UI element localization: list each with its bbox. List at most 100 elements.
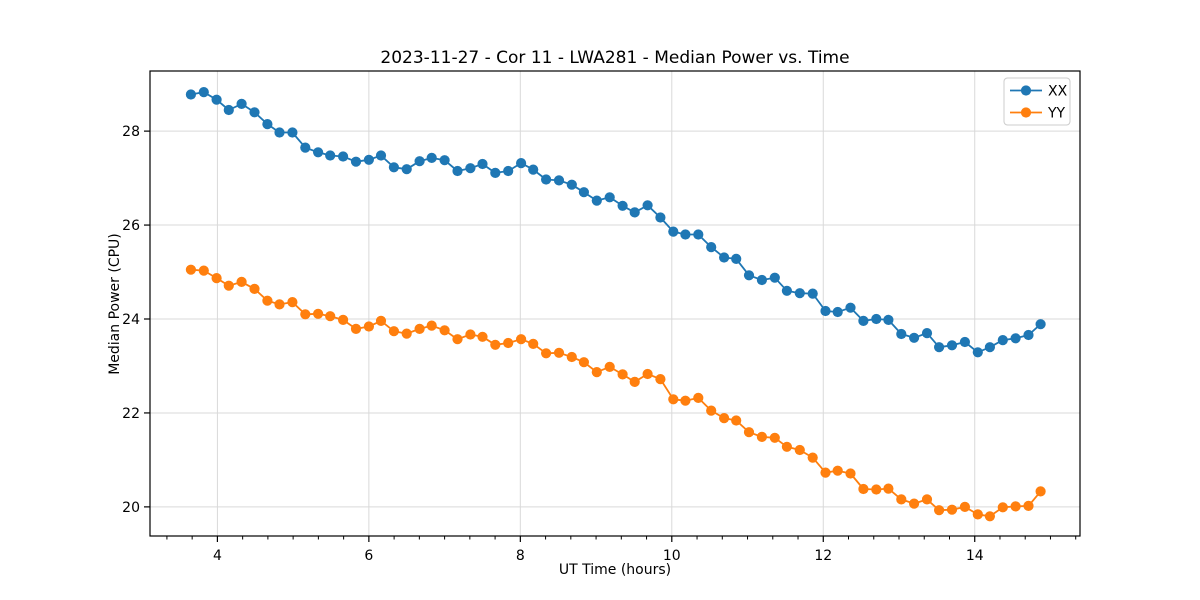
y-tick-label: 26 [122, 218, 140, 234]
chart-layers: 20 22 24 26 28 4 6 8 10 12 14 [122, 70, 1081, 564]
data-point-xx [719, 252, 730, 263]
data-point-xx [262, 119, 273, 130]
data-point-xx [553, 175, 565, 186]
data-point-xx [388, 162, 399, 173]
data-point-xx [680, 229, 691, 240]
data-point-xx [363, 154, 374, 165]
data-point-xx [743, 270, 755, 281]
data-point-xx [541, 174, 552, 185]
data-point-xx [984, 342, 996, 353]
data-point-xx [1023, 329, 1034, 341]
data-point-xx [832, 306, 843, 318]
data-point-xx [617, 200, 628, 211]
data-point-xx [807, 288, 818, 299]
data-point-xx [274, 127, 285, 138]
data-point-yy [211, 273, 222, 284]
data-point-xx [287, 127, 298, 138]
x-tick-label: 4 [213, 548, 222, 564]
legend-label-yy: YY [1047, 106, 1066, 122]
series-line-yy [190, 268, 1042, 518]
data-point-xx [338, 151, 349, 162]
data-point-yy [959, 501, 971, 512]
data-point-yy [262, 295, 273, 306]
data-point-yy [426, 320, 437, 331]
data-point-xx [591, 195, 602, 206]
data-point-xx [528, 164, 539, 175]
data-point-yy [338, 314, 349, 325]
data-point-xx [414, 156, 425, 167]
data-point-yy [490, 339, 501, 350]
data-point-xx [871, 313, 882, 325]
data-point-yy [388, 326, 399, 337]
data-point-yy [743, 427, 755, 438]
data-point-yy [439, 325, 450, 336]
data-point-xx [642, 200, 653, 211]
data-point-xx [325, 150, 336, 161]
data-point-xx [1010, 333, 1021, 344]
data-point-xx [477, 158, 488, 170]
x-tick-label: 10 [663, 548, 681, 564]
data-point-yy [769, 432, 780, 443]
data-point-yy [249, 283, 260, 294]
y-tick-label: 20 [122, 500, 140, 516]
data-point-xx [706, 242, 717, 253]
data-point-xx [731, 253, 742, 264]
data-point-xx [490, 167, 501, 178]
legend-swatch-marker [1020, 85, 1032, 96]
data-point-yy [871, 484, 882, 495]
data-point-xx [946, 340, 958, 351]
y-tick-label: 22 [122, 406, 140, 422]
data-point-yy [896, 494, 907, 505]
y-tick-label: 28 [122, 124, 140, 140]
data-point-yy [198, 265, 209, 276]
data-point-xx [896, 328, 907, 340]
data-point-yy [185, 264, 196, 275]
data-point-xx [1035, 319, 1046, 330]
data-point-yy [706, 405, 717, 416]
data-point-xx [794, 288, 805, 299]
data-point-yy [807, 452, 818, 463]
data-point-xx [997, 335, 1008, 346]
data-point-xx [439, 155, 450, 166]
data-point-yy [414, 323, 425, 334]
x-tick-label: 8 [516, 548, 525, 564]
data-point-xx [249, 107, 260, 118]
data-point-yy [629, 376, 640, 387]
data-point-yy [680, 395, 691, 406]
x-tick-label: 14 [966, 548, 984, 564]
data-point-yy [946, 504, 958, 515]
data-point-yy [1035, 486, 1046, 497]
x-tick-label: 12 [814, 548, 832, 564]
data-point-yy [820, 467, 831, 478]
data-point-xx [858, 315, 869, 326]
data-point-yy [617, 369, 628, 380]
data-point-yy [287, 297, 298, 308]
data-point-yy [781, 441, 793, 452]
data-point-yy [553, 347, 565, 358]
data-point-xx [375, 150, 387, 161]
data-point-yy [528, 338, 539, 349]
data-point-yy [693, 392, 704, 403]
legend-swatch-marker [1020, 107, 1032, 118]
data-point-yy [375, 315, 387, 326]
data-point-yy [1010, 501, 1021, 512]
data-point-yy [223, 280, 234, 291]
data-point-yy [845, 468, 856, 479]
data-point-xx [921, 328, 933, 339]
data-point-xx [223, 104, 234, 116]
data-point-xx [211, 94, 222, 105]
data-point-xx [452, 165, 463, 177]
data-point-yy [997, 502, 1008, 513]
data-point-yy [236, 276, 247, 287]
data-point-xx [820, 305, 831, 317]
data-point-yy [984, 511, 996, 522]
data-point-yy [477, 331, 488, 342]
data-point-yy [401, 328, 412, 339]
chart-title: 2023-11-27 - Cor 11 - LWA281 - Median Po… [380, 48, 849, 68]
data-point-xx [313, 147, 324, 158]
data-point-yy [452, 334, 463, 345]
data-point-yy [300, 309, 311, 320]
data-point-xx [845, 302, 856, 313]
data-point-yy [972, 509, 983, 520]
data-point-xx [516, 158, 527, 169]
